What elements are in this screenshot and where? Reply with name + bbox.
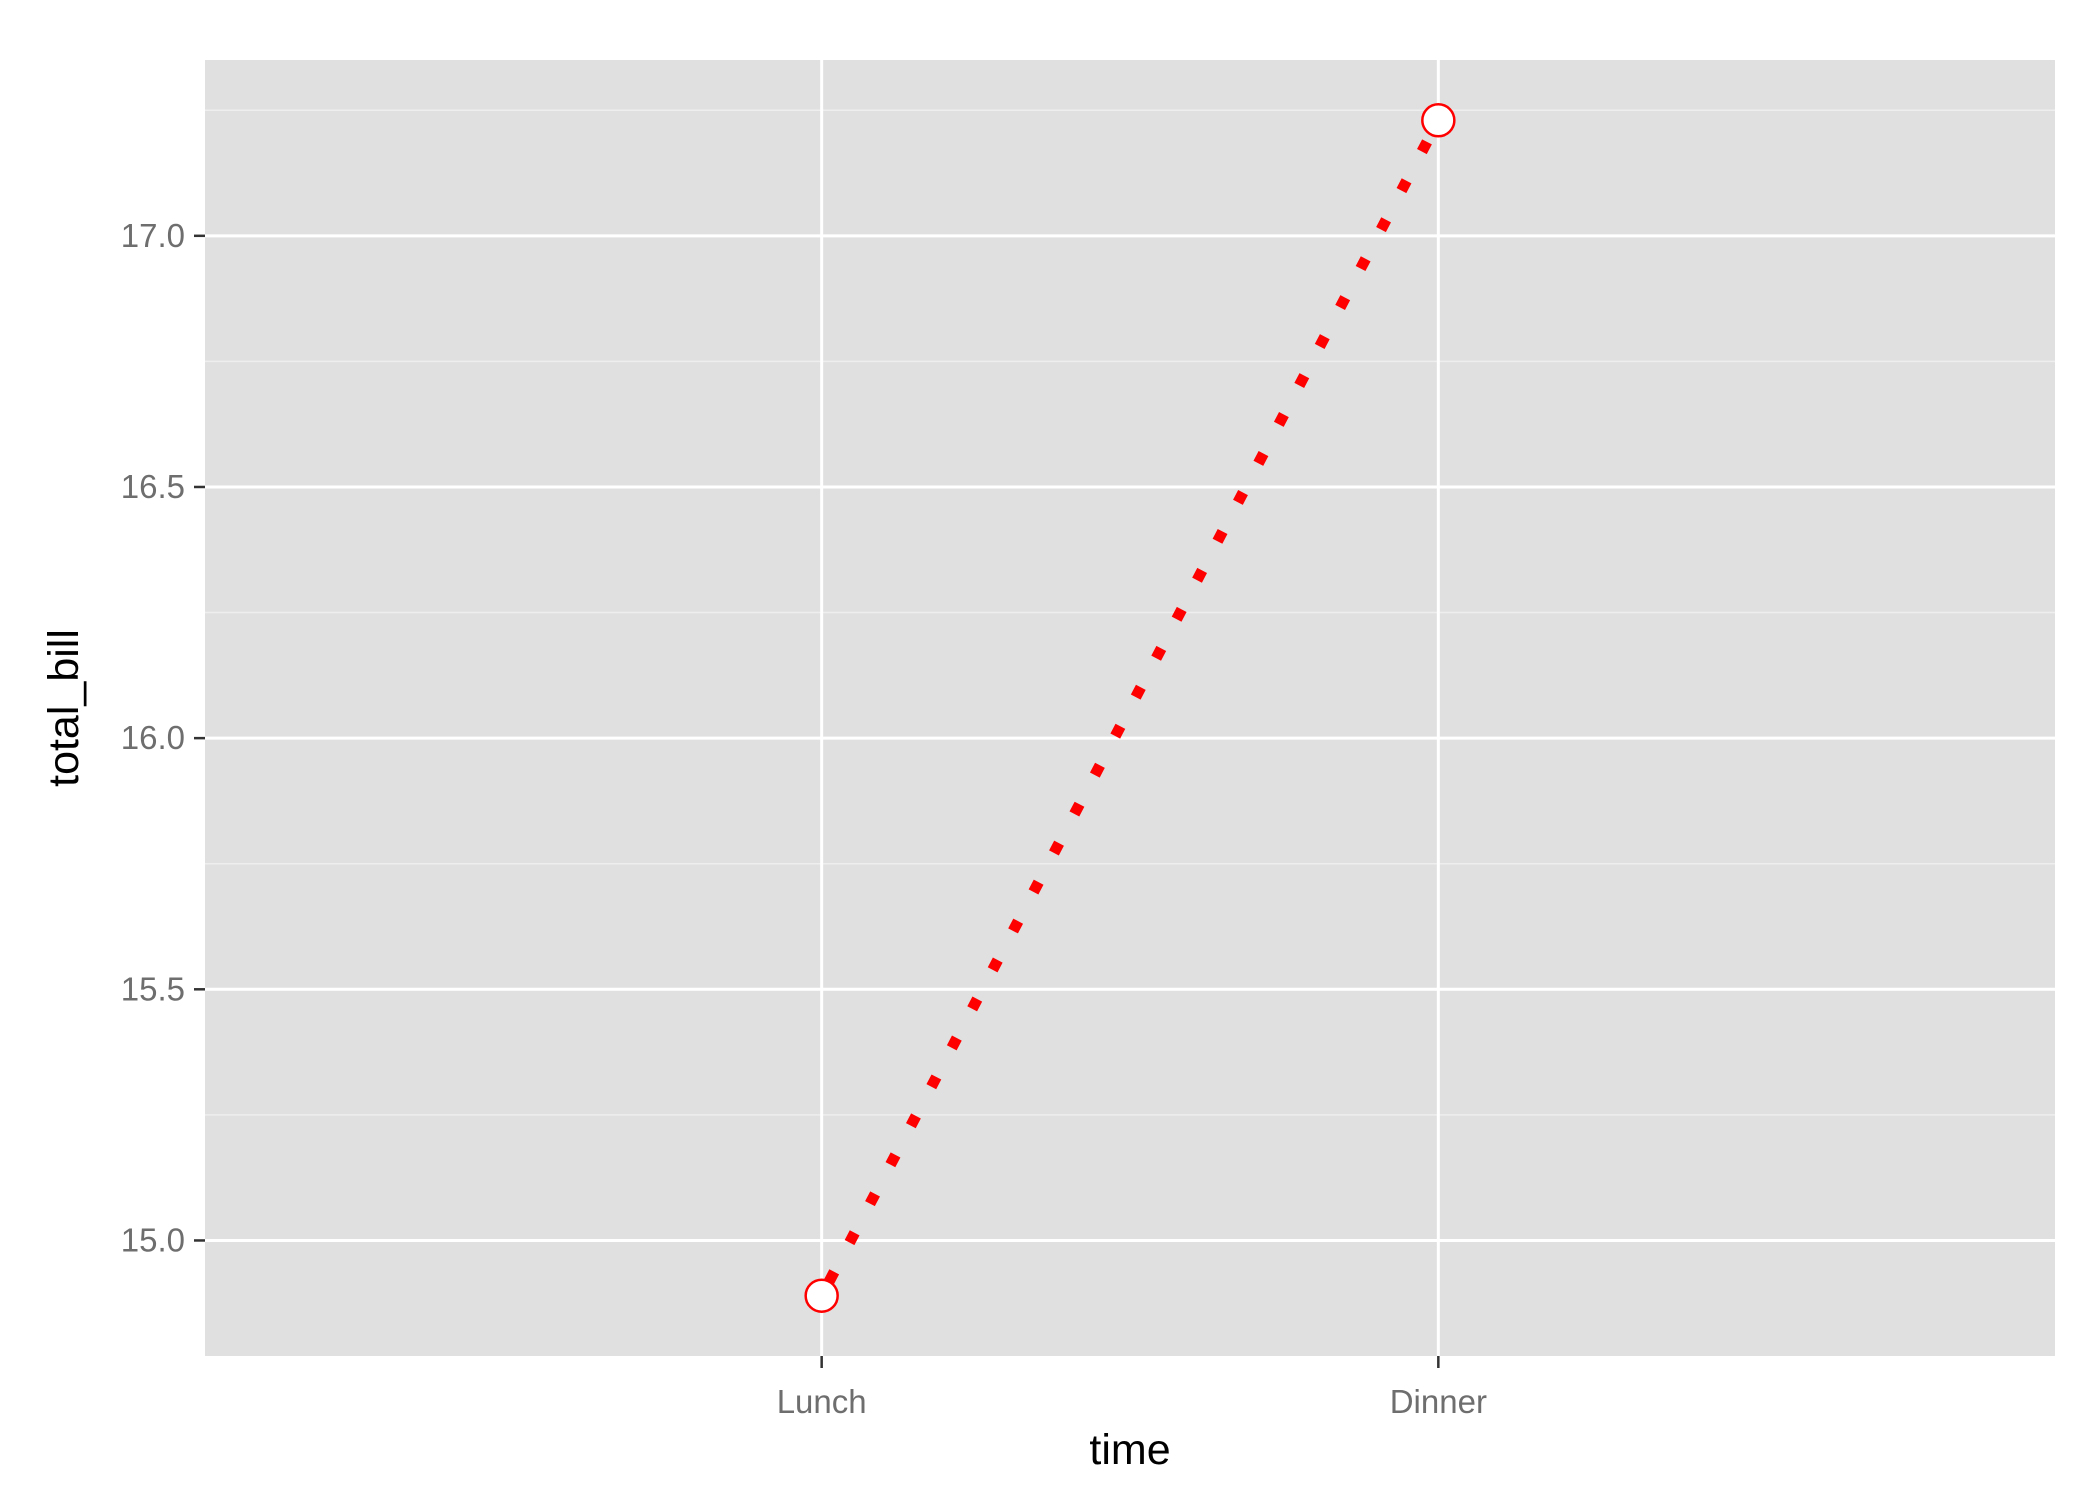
y-tick-label: 16.5 <box>121 468 185 505</box>
series <box>804 103 1456 1313</box>
y-tick-label: 17.0 <box>121 217 185 254</box>
major-gridlines <box>205 60 2055 1356</box>
y-axis-ticks: 15.0 15.5 16.0 16.5 17.0 <box>121 217 205 1258</box>
x-axis-ticks: Lunch Dinner <box>777 1356 1487 1420</box>
x-axis-title: time <box>1089 1426 1170 1474</box>
x-tick-label: Dinner <box>1390 1383 1487 1420</box>
data-point <box>1421 103 1456 138</box>
minor-gridlines <box>205 109 2055 1116</box>
y-tick-label: 15.0 <box>121 1221 185 1258</box>
y-axis-title: total_bill <box>40 629 88 787</box>
y-tick-label: 16.0 <box>121 719 185 756</box>
data-point <box>804 1278 839 1313</box>
x-tick-label: Lunch <box>777 1383 867 1420</box>
y-tick-label: 15.5 <box>121 970 185 1007</box>
plot-panel <box>205 60 2055 1356</box>
